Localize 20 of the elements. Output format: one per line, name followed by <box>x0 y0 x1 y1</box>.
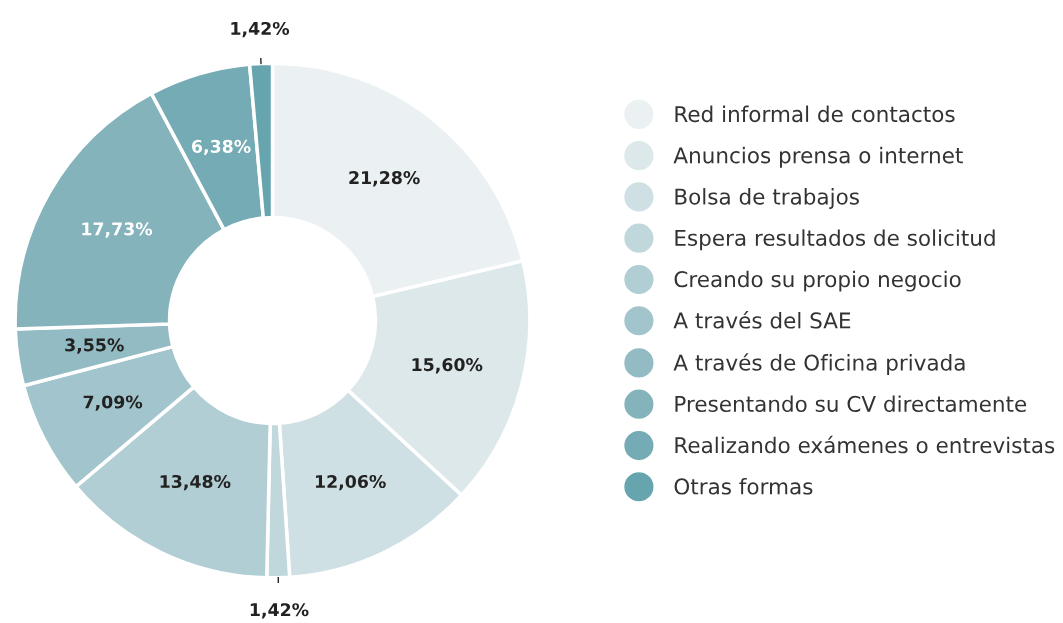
data-label: 21,28% <box>349 171 420 187</box>
legend-label: Realizando exámenes o entrevistas <box>675 435 1055 454</box>
data-label: 7,09% <box>83 395 143 411</box>
legend-label: Creando su propio negocio <box>674 270 961 292</box>
legend-label: Bolsa de trabajos <box>675 188 859 209</box>
legend-label: Espera resultados de solicitud <box>675 229 995 251</box>
data-label: 6,38% <box>192 139 251 156</box>
legend-label: Presentando su CV directamente <box>675 395 1027 413</box>
legend-label: Anuncios prensa o internet <box>673 146 963 168</box>
legend-label: Red informal de contactos <box>675 105 955 123</box>
data-label: 1,42% <box>231 21 290 38</box>
data-label: 13,48% <box>160 474 231 491</box>
data-label: 15,60% <box>412 358 483 374</box>
legend-label: Otras formas <box>674 477 813 495</box>
data-label: 3,55% <box>65 338 124 354</box>
data-label: 1,42% <box>250 603 309 619</box>
legend-label: A través de Oficina privada <box>673 353 965 375</box>
legend-label: A través del SAE <box>673 311 851 329</box>
data-label: 17,73% <box>82 222 153 238</box>
data-label: 12,06% <box>315 474 386 491</box>
